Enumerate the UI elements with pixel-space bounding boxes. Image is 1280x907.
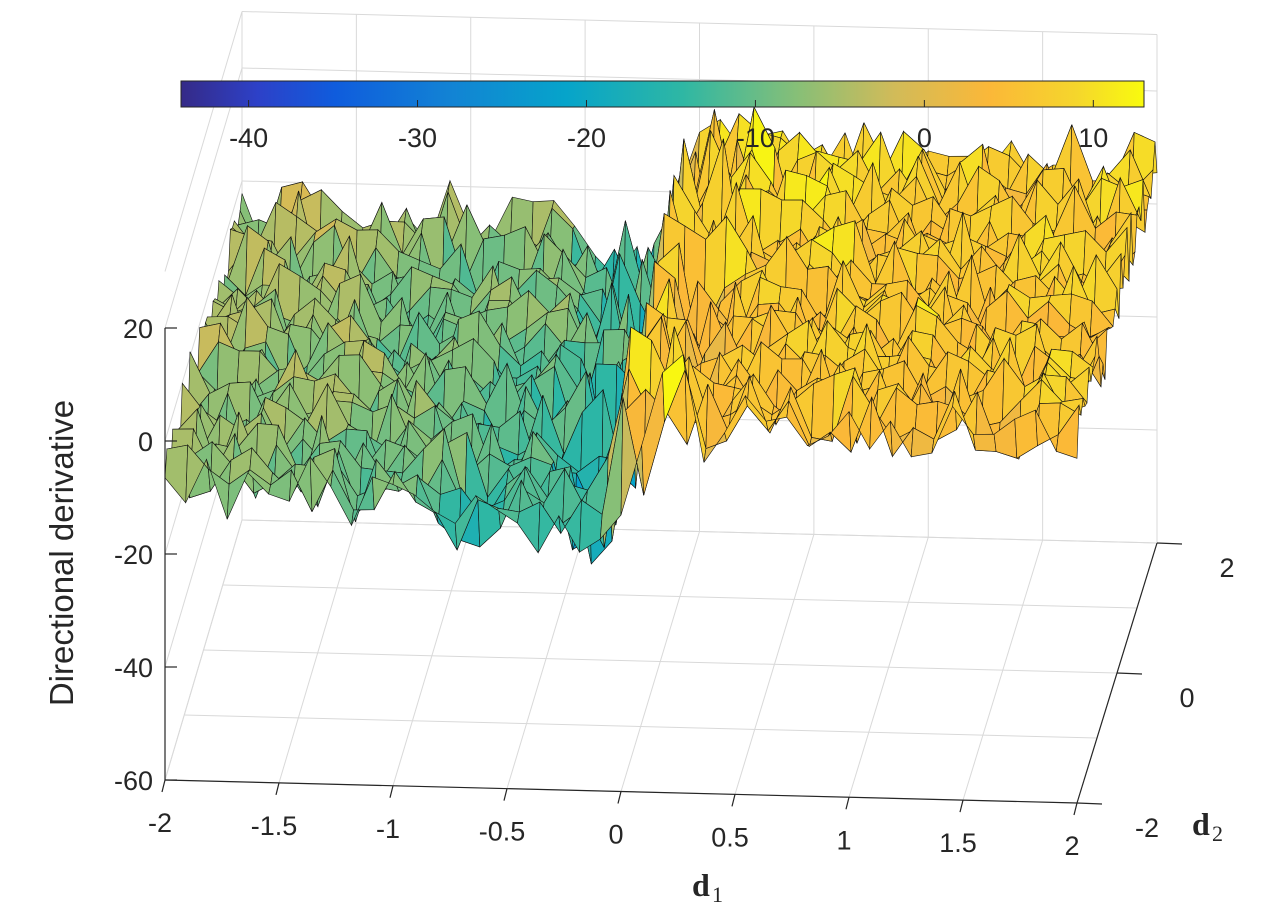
- x-tick-label: 0.5: [711, 822, 749, 852]
- colorbar-tick-label: -20: [567, 123, 606, 153]
- y-tick-mark: [1116, 672, 1143, 675]
- z-tick-label: -20: [114, 540, 153, 570]
- x-tick-mark: [959, 799, 964, 813]
- x-tick-mark: [503, 788, 508, 801]
- x-tick-label: -1: [376, 814, 400, 844]
- colorbar-tick-label: 0: [917, 123, 932, 153]
- y-tick-label: -2: [1135, 813, 1159, 843]
- y-tick-label: 2: [1219, 553, 1234, 583]
- x-tick-mark: [845, 797, 850, 810]
- y-axis-label: d 2: [1192, 806, 1223, 846]
- x-tick-label: 2: [1064, 831, 1079, 861]
- x-axis-label-main: d: [692, 867, 710, 903]
- surface-patch: [1014, 409, 1038, 459]
- side-wall-grid-line: [164, 67, 243, 329]
- colorbar: -40 -30 -20 -10 0 10: [180, 80, 1145, 153]
- surface-mesh: [164, 105, 1158, 565]
- x-tick-label: 1: [836, 825, 851, 855]
- x-tick-label: -2: [148, 808, 172, 838]
- x-axis-label-sub: 1: [712, 882, 723, 907]
- x-tick-mark: [731, 794, 736, 807]
- surface-patch: [811, 374, 835, 442]
- x-tick-mark: [161, 779, 166, 793]
- x-tick-mark: [1073, 802, 1078, 816]
- floor-grid-line: [184, 714, 1098, 739]
- colorbar-ticks: -40 -30 -20 -10 0 10: [229, 100, 1108, 153]
- z-tick-label: -60: [114, 766, 153, 796]
- floor-grid-line: [203, 649, 1118, 674]
- y-tick-label: 0: [1179, 683, 1194, 713]
- surface-patch: [1055, 404, 1080, 459]
- x-tick-label: -0.5: [479, 817, 526, 847]
- x-tick-mark: [275, 782, 280, 796]
- colorbar-gradient: [180, 80, 1145, 108]
- floor-grid-line: [222, 584, 1138, 609]
- colorbar-tick-label: -10: [736, 123, 775, 153]
- z-tick-label: -40: [114, 653, 153, 683]
- x-tick-mark: [389, 785, 394, 798]
- side-wall-grid-line: [164, 11, 243, 272]
- surface-patch: [164, 444, 189, 504]
- z-axis-label: Directional derivative: [43, 400, 80, 706]
- x-tick-label: -1.5: [251, 811, 298, 841]
- y-axis-label-sub: 2: [1212, 821, 1223, 846]
- x-tick-label: 1.5: [939, 828, 977, 858]
- z-tick-label: 20: [123, 314, 153, 344]
- side-wall-grid-line: [164, 180, 243, 442]
- colorbar-tick-label: -30: [398, 123, 437, 153]
- z-tick-label: 0: [138, 427, 153, 457]
- colorbar-tick-label: 10: [1078, 123, 1108, 153]
- x-tick-mark: [617, 791, 622, 804]
- y-axis-label-main: d: [1192, 806, 1210, 842]
- colorbar-tick-label: -40: [229, 123, 268, 153]
- y-tick-mark: [1156, 542, 1183, 545]
- axes: [161, 327, 1183, 816]
- x-tick-label: 0: [608, 820, 623, 850]
- side-wall-grid-line: [164, 519, 243, 781]
- surface-patch: [973, 433, 997, 452]
- y-tick-mark: [1076, 802, 1103, 805]
- x-axis-label: d 1: [692, 867, 723, 907]
